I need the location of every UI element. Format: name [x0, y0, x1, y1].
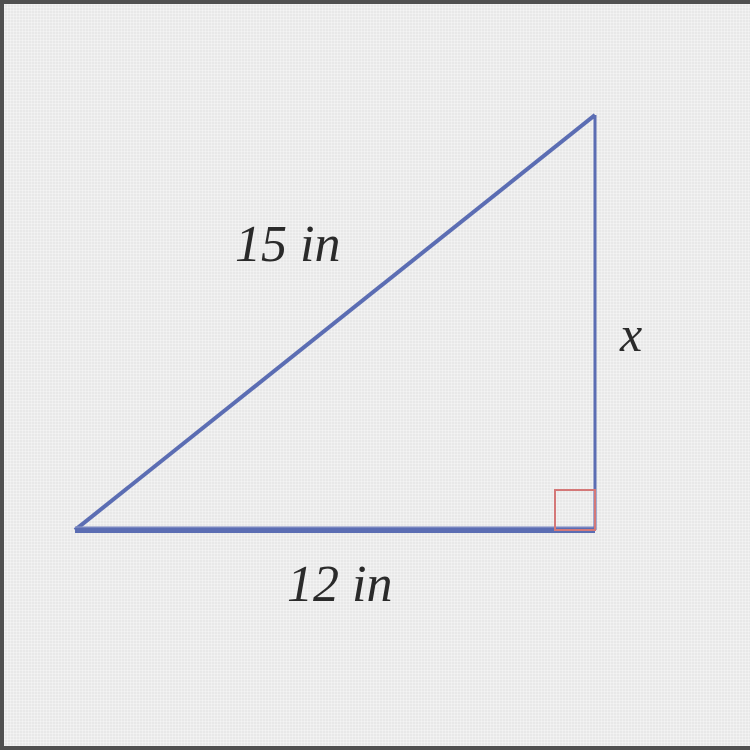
- hypotenuse-line: [75, 115, 595, 530]
- height-label: x: [620, 305, 642, 363]
- base-label: 12 in: [287, 555, 392, 614]
- triangle-diagram: [0, 0, 750, 750]
- hypotenuse-label: 15 in: [235, 215, 340, 274]
- triangle-svg: [0, 0, 750, 750]
- right-angle-marker: [555, 490, 595, 530]
